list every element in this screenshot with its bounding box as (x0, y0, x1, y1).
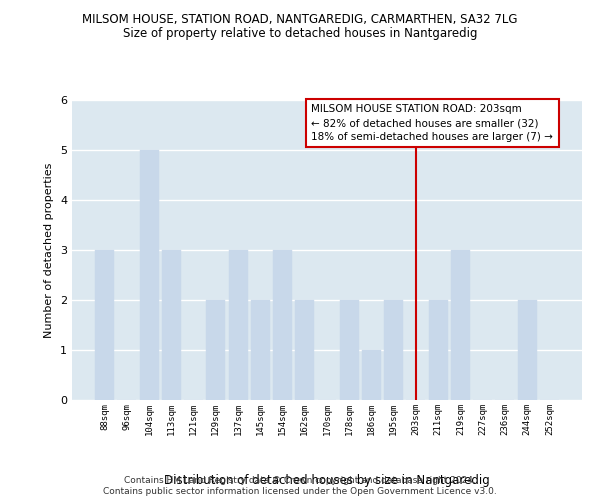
Bar (518, 300, 536, 400)
Bar (451, 250, 470, 400)
Text: MILSOM HOUSE, STATION ROAD, NANTGAREDIG, CARMARTHEN, SA32 7LG: MILSOM HOUSE, STATION ROAD, NANTGAREDIG,… (82, 12, 518, 26)
Text: Contains HM Land Registry data © Crown copyright and database right 2024.: Contains HM Land Registry data © Crown c… (124, 476, 476, 485)
Y-axis label: Number of detached properties: Number of detached properties (44, 162, 55, 338)
Text: Size of property relative to detached houses in Nantgaredig: Size of property relative to detached ho… (123, 28, 477, 40)
Bar (140, 150, 158, 400)
Text: Contains public sector information licensed under the Open Government Licence v3: Contains public sector information licen… (103, 487, 497, 496)
Text: MILSOM HOUSE STATION ROAD: 203sqm
← 82% of detached houses are smaller (32)
18% : MILSOM HOUSE STATION ROAD: 203sqm ← 82% … (311, 104, 553, 142)
Bar (251, 300, 270, 400)
X-axis label: Distribution of detached houses by size in Nantgaredig: Distribution of detached houses by size … (164, 474, 490, 487)
Bar (340, 300, 359, 400)
Bar (429, 300, 448, 400)
Bar (362, 350, 381, 400)
Bar (295, 300, 314, 400)
Bar (162, 250, 181, 400)
Bar (206, 300, 225, 400)
Bar (384, 300, 403, 400)
Bar (273, 250, 292, 400)
Bar (95, 250, 114, 400)
Bar (229, 250, 248, 400)
